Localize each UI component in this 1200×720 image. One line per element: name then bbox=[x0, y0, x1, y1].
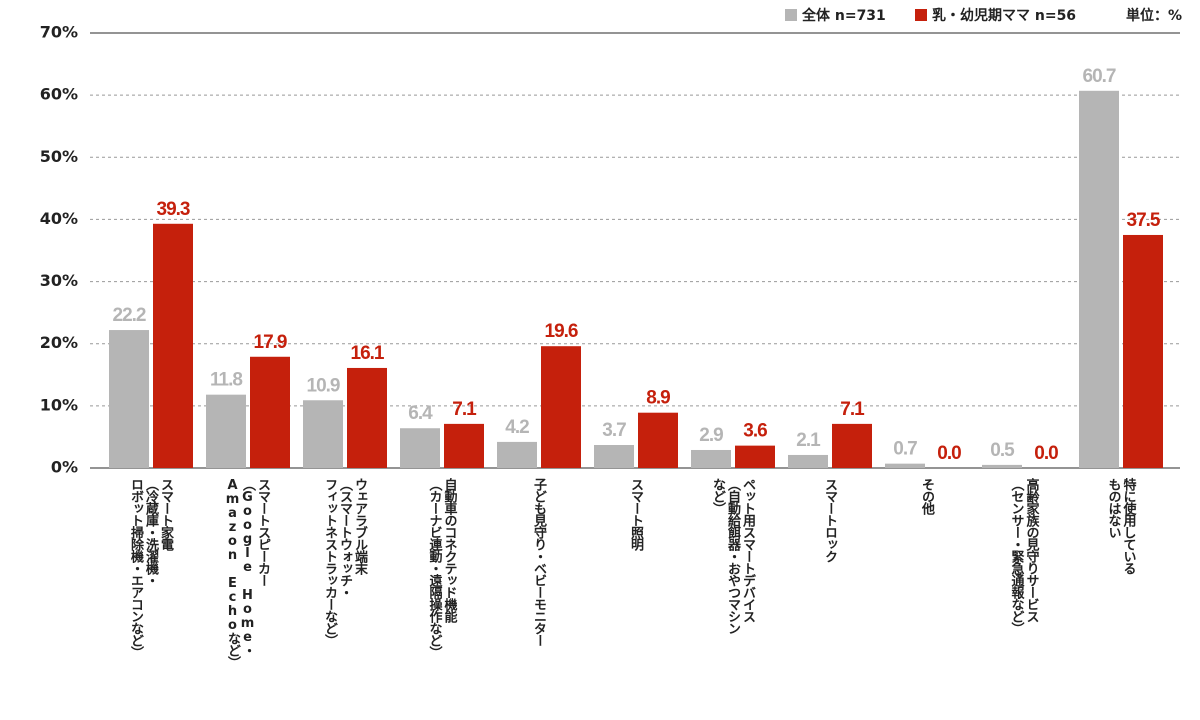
value-label: 0.7 bbox=[893, 439, 917, 460]
value-label: 6.4 bbox=[408, 403, 433, 424]
x-tick-label: （スマートウォッチ・ bbox=[337, 478, 354, 598]
bar bbox=[638, 412, 678, 468]
x-tick-label: フィットネストラッカーなど） bbox=[322, 478, 339, 646]
y-tick-label: 20% bbox=[40, 333, 78, 352]
value-label: 37.5 bbox=[1127, 210, 1161, 231]
y-tick-label: 70% bbox=[40, 23, 78, 42]
x-tick-label: Amazon Echoなど） bbox=[225, 478, 242, 668]
x-tick-label: 高齢家族の見守りサービス bbox=[1024, 477, 1041, 623]
value-label: 2.9 bbox=[699, 425, 723, 446]
bar bbox=[885, 463, 925, 468]
x-tick-label: ペット用スマートデバイス bbox=[740, 478, 757, 623]
bar bbox=[303, 400, 343, 468]
value-label: 10.9 bbox=[307, 375, 340, 396]
value-label: 0.0 bbox=[1034, 443, 1058, 464]
legend-label: 全体 n=731 bbox=[801, 7, 886, 24]
x-tick-label: ウェアラブル端末 bbox=[352, 478, 369, 576]
legend-swatch bbox=[785, 9, 797, 21]
value-label: 17.9 bbox=[254, 332, 287, 353]
x-tick-label: 自動車のコネクテッド機能 bbox=[442, 477, 458, 624]
value-label: 8.9 bbox=[646, 388, 670, 409]
bar bbox=[832, 423, 872, 468]
y-tick-label: 0% bbox=[51, 458, 78, 477]
value-label: 16.1 bbox=[351, 343, 385, 364]
bar bbox=[250, 356, 290, 468]
x-tick-label: （自動給餌器・おやつマシン bbox=[725, 478, 742, 634]
bar bbox=[153, 223, 193, 468]
y-tick-label: 30% bbox=[40, 271, 78, 290]
x-tick-label: （カーナビ連動・遠隔操作など） bbox=[427, 478, 444, 658]
bar bbox=[1079, 90, 1119, 469]
y-tick-label: 50% bbox=[40, 147, 78, 166]
value-label: 3.6 bbox=[743, 421, 767, 442]
value-label: 7.1 bbox=[840, 399, 865, 420]
y-tick-label: 60% bbox=[40, 85, 78, 104]
bar bbox=[400, 428, 440, 468]
bar bbox=[691, 449, 731, 468]
value-label: 0.0 bbox=[937, 443, 961, 464]
bar bbox=[735, 445, 775, 468]
x-tick-label: スマートスピーカー bbox=[255, 478, 270, 586]
value-label: 0.5 bbox=[990, 440, 1015, 461]
y-tick-label: 40% bbox=[40, 209, 78, 228]
x-tick-label: 子ども見守り・ベビーモニター bbox=[531, 478, 548, 646]
bar bbox=[788, 454, 828, 468]
bar bbox=[541, 346, 581, 468]
value-label: 39.3 bbox=[157, 199, 190, 220]
value-label: 11.8 bbox=[210, 370, 242, 391]
legend-label: 乳・幼児期ママ n=56 bbox=[932, 7, 1076, 24]
bar bbox=[594, 445, 634, 468]
bar bbox=[982, 464, 1022, 468]
bar bbox=[497, 441, 537, 468]
x-tick-label: スマート照明 bbox=[628, 478, 644, 552]
value-label: 22.2 bbox=[113, 305, 146, 326]
value-label: 60.7 bbox=[1083, 66, 1116, 87]
value-label: 2.1 bbox=[796, 430, 821, 451]
x-tick-label: その他 bbox=[919, 478, 936, 516]
x-tick-label: スマートロック bbox=[822, 478, 838, 563]
x-tick-label: 特に使用している bbox=[1121, 477, 1138, 575]
x-tick-label: ものはない bbox=[1106, 478, 1122, 539]
bar bbox=[444, 423, 484, 468]
value-label: 7.1 bbox=[452, 399, 477, 420]
value-label: 4.2 bbox=[505, 417, 529, 438]
bar bbox=[109, 330, 149, 468]
x-tick-label: など） bbox=[710, 478, 727, 514]
y-tick-label: 10% bbox=[40, 395, 78, 414]
x-tick-label: スマート家電 bbox=[158, 478, 174, 552]
bar bbox=[206, 394, 246, 468]
value-label: 19.6 bbox=[545, 321, 578, 342]
x-tick-label: ロボット掃除機・エアコンなど） bbox=[128, 478, 145, 658]
x-tick-label: （冷蔵庫・洗濯機・ bbox=[143, 478, 160, 586]
legend-swatch bbox=[915, 9, 927, 21]
value-label: 3.7 bbox=[602, 420, 626, 441]
bar bbox=[347, 367, 387, 468]
x-tick-label: （センサー・緊急通報など） bbox=[1009, 478, 1026, 634]
x-tick-label: （Google Home・ bbox=[240, 478, 257, 656]
unit-label: 単位：% bbox=[1126, 7, 1182, 24]
bar bbox=[1123, 234, 1163, 468]
